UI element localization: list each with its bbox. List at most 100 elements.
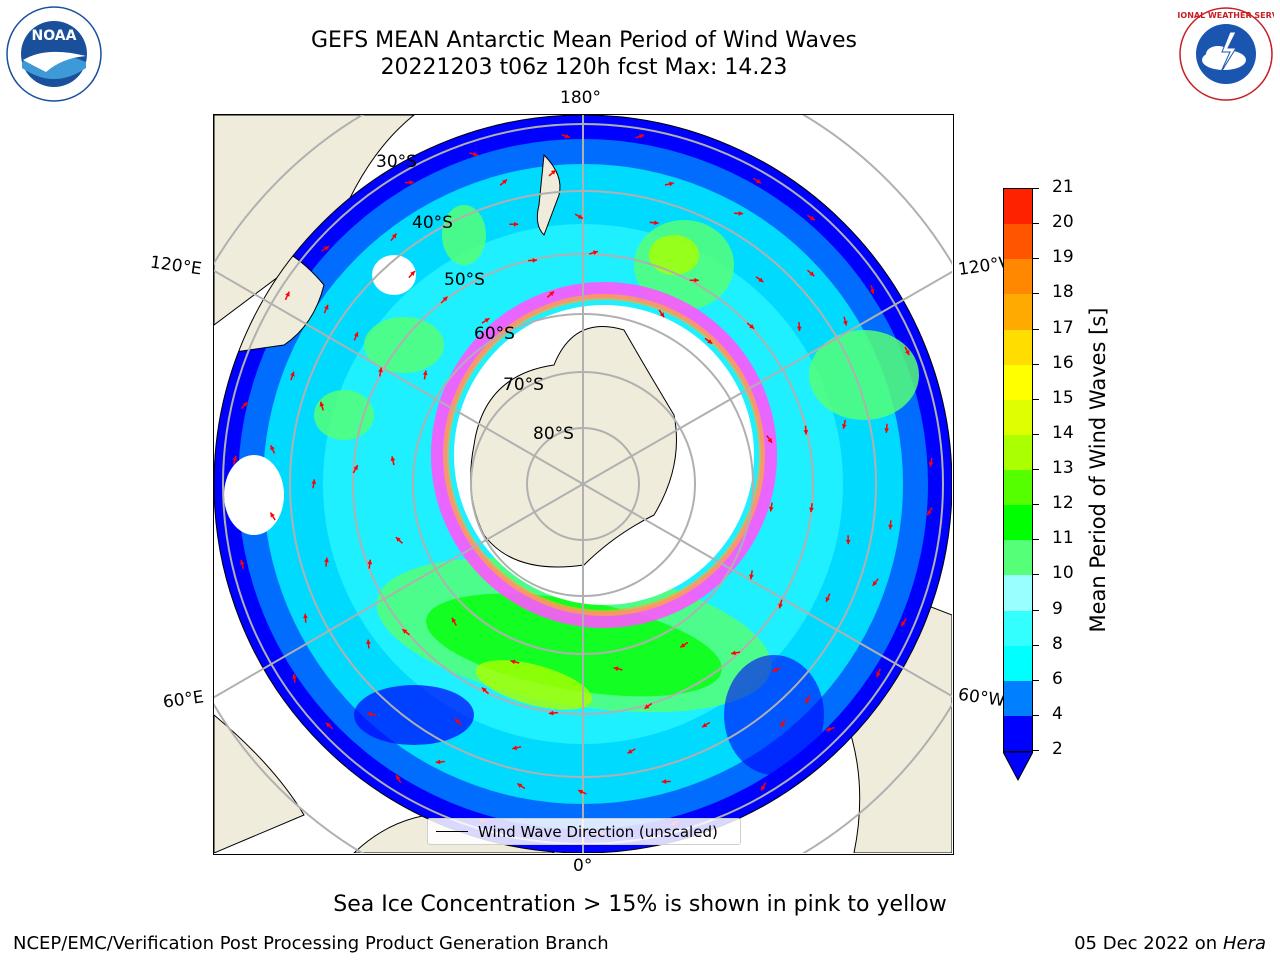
colorbar-tick (1033, 679, 1039, 681)
wave-direction-arrowhead (517, 783, 523, 788)
colorbar (1003, 188, 1033, 752)
wave-direction-arrowhead (845, 539, 851, 545)
wave-direction-arrowhead (454, 718, 460, 724)
wave-field (214, 115, 952, 853)
wave-direction-arrowhead (239, 560, 245, 565)
wave-direction-arrowhead (549, 291, 554, 297)
wave-direction-arrowhead (767, 437, 773, 443)
colorbar-segment (1004, 188, 1032, 225)
wave-direction-arrowhead (888, 524, 893, 530)
wave-direction-arrowhead (285, 291, 290, 297)
footer-machine: Hera (1222, 933, 1266, 954)
lat-label-70s: 70°S (503, 375, 544, 395)
footer-date: 05 Dec 2022 on Hera (1074, 933, 1266, 954)
wave-direction-arrowhead (809, 507, 814, 513)
wave-direction-arrowhead (707, 339, 713, 344)
wave-direction-arrowhead (565, 133, 571, 139)
colorbar-tick-label: 4 (1052, 703, 1063, 724)
colorbar-extend-triangle (1002, 751, 1034, 782)
colorbar-tick (1033, 258, 1039, 260)
wave-direction-arrowhead (805, 698, 810, 704)
colorbar-segment (1004, 434, 1032, 470)
lat-label-50s: 50°S (444, 270, 485, 290)
map-subtitle: 20221203 t06z 120h fcst Max: 14.23 (380, 55, 788, 80)
wave-direction-arrowhead (367, 711, 373, 717)
lon-label-120e: 120°E (148, 252, 203, 280)
wave-direction-arrowhead (435, 759, 441, 765)
colorbar-tick (1033, 539, 1039, 541)
colorbar-tick-label: 21 (1052, 177, 1074, 197)
colorbar-tick-label: 18 (1052, 282, 1074, 303)
colorbar-tick-label: 10 (1052, 563, 1074, 584)
wave-direction-arrowhead (825, 726, 831, 732)
map-title: GEFS MEAN Antarctic Mean Period of Wind … (311, 28, 857, 53)
wave-direction-arrowhead (809, 271, 815, 277)
colorbar-tick (1033, 644, 1039, 646)
colorbar-tick (1033, 223, 1039, 225)
wave-direction-arrowhead (303, 613, 308, 619)
wave-direction-arrowhead (884, 428, 890, 433)
colorbar-tick-label: 2 (1052, 739, 1063, 759)
colorbar-tick (1033, 750, 1039, 751)
colorbar-tick-label: 13 (1052, 458, 1074, 478)
wave-direction-arrowhead (761, 785, 766, 791)
wave-direction-arrowhead (390, 456, 396, 462)
wave-direction-arrowhead (532, 257, 538, 263)
lon-label-180: 180° (560, 88, 601, 108)
wave-direction-arrowhead (613, 666, 619, 672)
colorbar-tick (1033, 504, 1039, 506)
lat-label-60s: 60°S (474, 324, 515, 344)
colorbar-tick (1033, 328, 1039, 330)
wave-direction-arrowhead (772, 667, 778, 672)
colorbar-title: Mean Period of Wind Waves [s] (1086, 307, 1110, 633)
wave-direction-arrowhead (367, 559, 373, 565)
wave-direction-arrowhead (659, 312, 665, 318)
wave-direction-arrowhead (680, 642, 686, 648)
wave-direction-arrowhead (292, 673, 297, 679)
wave-direction-arrowhead (702, 722, 708, 728)
wave-direction-arrowhead (661, 779, 667, 784)
wave-direction-arrowhead (749, 324, 755, 329)
wave-direction-arrowhead (510, 659, 516, 665)
graticule (214, 115, 952, 853)
wave-direction-arrowhead (756, 178, 762, 184)
wave-direction-arrowhead (396, 775, 401, 781)
wave-direction-arrowhead (548, 710, 554, 716)
lon-label-60w: 60°W (956, 684, 1007, 712)
wave-direction-arrowhead (668, 181, 674, 187)
wave-direction-arrowhead (654, 220, 659, 226)
wave-direction-arrowhead (270, 512, 275, 518)
wave-direction-arrowhead (378, 367, 383, 373)
wave-direction-arrowhead (731, 650, 736, 656)
wave-direction-arrowhead (402, 629, 408, 634)
wave-direction-arrowhead (809, 215, 815, 221)
colorbar-segment (1004, 399, 1032, 435)
wave-direction-arrowhead (639, 134, 645, 139)
wave-direction-arrowhead (578, 789, 584, 795)
colorbar-tick (1033, 188, 1039, 189)
footer-credit: NCEP/EMC/Verification Post Processing Pr… (13, 933, 609, 954)
legend-line-sample (436, 831, 468, 832)
wave-direction-arrowhead (353, 332, 359, 338)
wave-direction-arrowhead (290, 371, 295, 377)
colorbar-tick-label: 19 (1052, 247, 1074, 268)
wave-direction-arrowhead (592, 250, 598, 255)
wave-direction-arrowhead (796, 326, 802, 331)
wave-direction-arrowhead (825, 596, 831, 602)
colorbar-tick (1033, 398, 1039, 400)
colorbar-segment (1004, 293, 1032, 330)
wave-direction-arrowhead (928, 461, 934, 467)
colorbar-segment (1004, 258, 1032, 295)
wave-direction-arrowhead (422, 370, 428, 376)
wave-direction-arrowhead (803, 430, 809, 435)
wave-direction-arrowhead (644, 704, 650, 709)
colorbar-tick (1033, 574, 1039, 576)
wave-direction-arrowhead (901, 621, 906, 627)
noaa-logo-text: NOAA (32, 28, 77, 44)
colorbar-tick-label: 16 (1052, 352, 1074, 373)
wave-direction-arrowhead (311, 479, 317, 485)
wave-direction-arrowhead (270, 445, 275, 451)
colorbar-tick (1033, 469, 1039, 470)
nws-logo: NATIONAL WEATHER SERVICE (1160, 6, 1280, 102)
lat-label-40s: 40°S (412, 213, 453, 233)
